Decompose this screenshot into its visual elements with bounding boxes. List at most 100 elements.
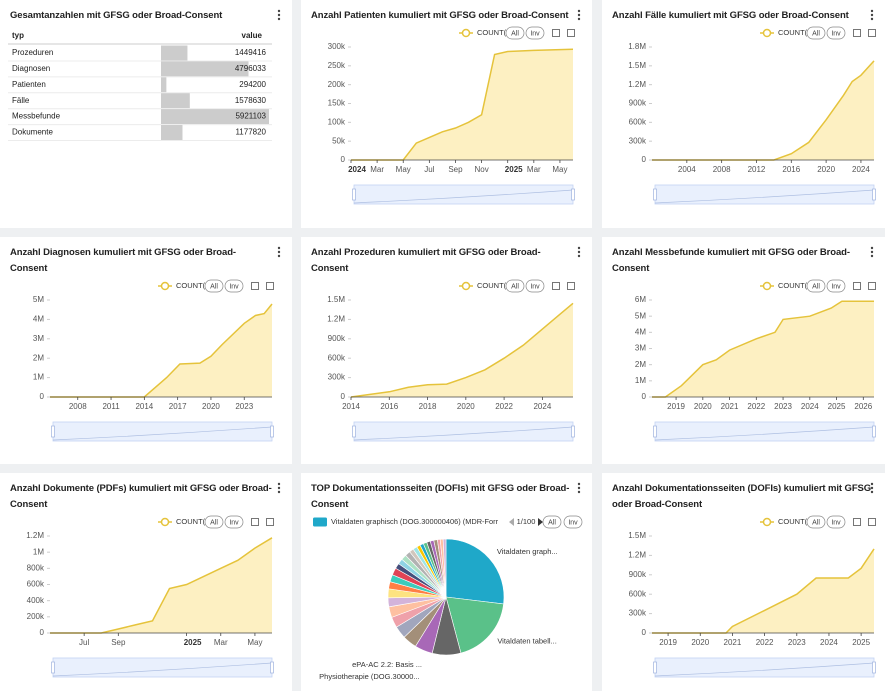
toggle-button[interactable] [204,515,224,529]
y-tick-label: 600k [629,117,647,126]
toolbar-icon[interactable] [868,282,876,290]
chart: COUNT(*) All Inv 0 1M 2M 3M 4M 5M 2008 2011 2014 201… [33,246,281,442]
toggle-button[interactable] [806,26,826,40]
toggle-button[interactable] [806,279,826,293]
y-tick-label: 0 [642,155,647,164]
x-tick-label: Sep [448,165,463,174]
table-panel: Gesamtanzahlen mit GFSG oder Broad-Conse… [0,0,292,228]
toolbar-icon[interactable] [266,282,274,290]
slider-handle[interactable] [653,661,657,674]
toolbar-icon[interactable] [567,282,575,290]
y-tick-label: 0 [642,392,647,401]
x-tick-label: 2008 [69,402,87,411]
chart: COUNT(*) All Inv 0 50k 100k 150k 200k 250k 300k 20… [328,9,581,205]
pager-next[interactable] [538,518,543,526]
slider-preview [52,426,273,441]
x-tick-label: 2024 [801,402,819,411]
toolbar-icon[interactable] [853,518,861,526]
x-tick-label: Mar [214,638,228,647]
slider-handle[interactable] [51,425,55,438]
toggle-button[interactable] [505,26,525,40]
toolbar-icon[interactable] [552,282,560,290]
slider-handle[interactable] [270,425,274,438]
y-tick-label: 1.8M [628,42,646,51]
toggle-button[interactable] [826,279,846,293]
x-tick-label: May [552,165,567,174]
toggle-button[interactable] [224,279,244,293]
y-tick-label: 0 [40,392,45,401]
area [652,548,874,633]
slider-handle[interactable] [352,188,356,201]
x-tick-label: 2023 [788,638,806,647]
line [50,537,273,634]
pie-slice [445,596,504,654]
toolbar-icon[interactable] [251,282,259,290]
toggle-button[interactable] [826,26,846,40]
menu-dot [277,9,281,13]
y-tick-label: 1.5M [628,531,646,540]
toggle-button[interactable] [505,279,525,293]
toggle-button[interactable] [542,515,562,529]
y-tick-label: 1.2M [628,80,646,89]
toggle-button[interactable] [204,279,224,293]
toggle-button[interactable] [563,515,583,529]
y-tick-label: 600k [629,589,647,598]
toolbar-icon[interactable] [868,518,876,526]
toggle-button[interactable] [525,279,545,293]
toolbar-icon[interactable] [853,29,861,37]
legend-marker [762,517,772,527]
chart: COUNT(*) All Inv 0 300k 600k 900k 1.2M 1.5M 1.8M 2… [628,9,876,205]
legend-label: COUNT(*) [477,28,512,37]
row-value: 1177820 [235,128,266,137]
legend-marker [160,517,170,527]
x-tick-label: Mar [370,165,384,174]
toggle-button[interactable] [525,26,545,40]
x-tick-label: May [396,165,411,174]
pie-slice [442,538,447,598]
legend-marker [461,281,471,291]
toggle-button[interactable] [224,515,244,529]
menu-dot [577,13,581,17]
toolbar-icon[interactable] [567,29,575,37]
slider-preview [353,189,574,204]
y-tick-label: 1.2M [628,551,646,560]
toggle-button[interactable] [826,515,846,529]
toolbar-icon[interactable] [868,29,876,37]
toggle-button-label: Inv [530,30,540,37]
slider-handle[interactable] [571,425,575,438]
x-tick-label: 2024 [533,402,551,411]
line [652,60,875,161]
y-tick-label: 1M [33,547,44,556]
slider-handle[interactable] [872,425,876,438]
slider-handle[interactable] [653,425,657,438]
toolbar-icon[interactable] [552,29,560,37]
slider-handle[interactable] [270,661,274,674]
toolbar-icon[interactable] [853,282,861,290]
legend-label: COUNT(*) [778,517,813,526]
y-tick-label: 900k [629,99,647,108]
menu-dot [577,254,581,258]
chart-panel: Anzahl Fälle kumuliert mit GFSG oder Bro… [602,0,885,228]
menu-dot [277,490,281,494]
y-tick-label: 2M [33,353,44,362]
row-value: 1449416 [235,48,267,57]
row-value: 294200 [239,80,266,89]
toolbar-icon[interactable] [266,518,274,526]
slider-handle[interactable] [872,661,876,674]
slice-label: ePA-AC 2.2: Basis ... [352,660,422,669]
slider-handle[interactable] [51,661,55,674]
slider-handle[interactable] [352,425,356,438]
slider-handle[interactable] [571,188,575,201]
slider-handle[interactable] [872,188,876,201]
line [350,302,574,398]
toggle-button-label: All [210,283,218,290]
pager-prev[interactable] [509,518,514,526]
x-tick-label: Nov [474,165,488,174]
legend-pager: 1/100 [517,517,536,526]
y-tick-label: 400k [27,596,45,605]
toggle-button[interactable] [806,515,826,529]
toolbar-icon[interactable] [251,518,259,526]
slider-handle[interactable] [653,188,657,201]
y-tick-label: 5M [33,295,44,304]
y-tick-label: 150k [328,99,346,108]
